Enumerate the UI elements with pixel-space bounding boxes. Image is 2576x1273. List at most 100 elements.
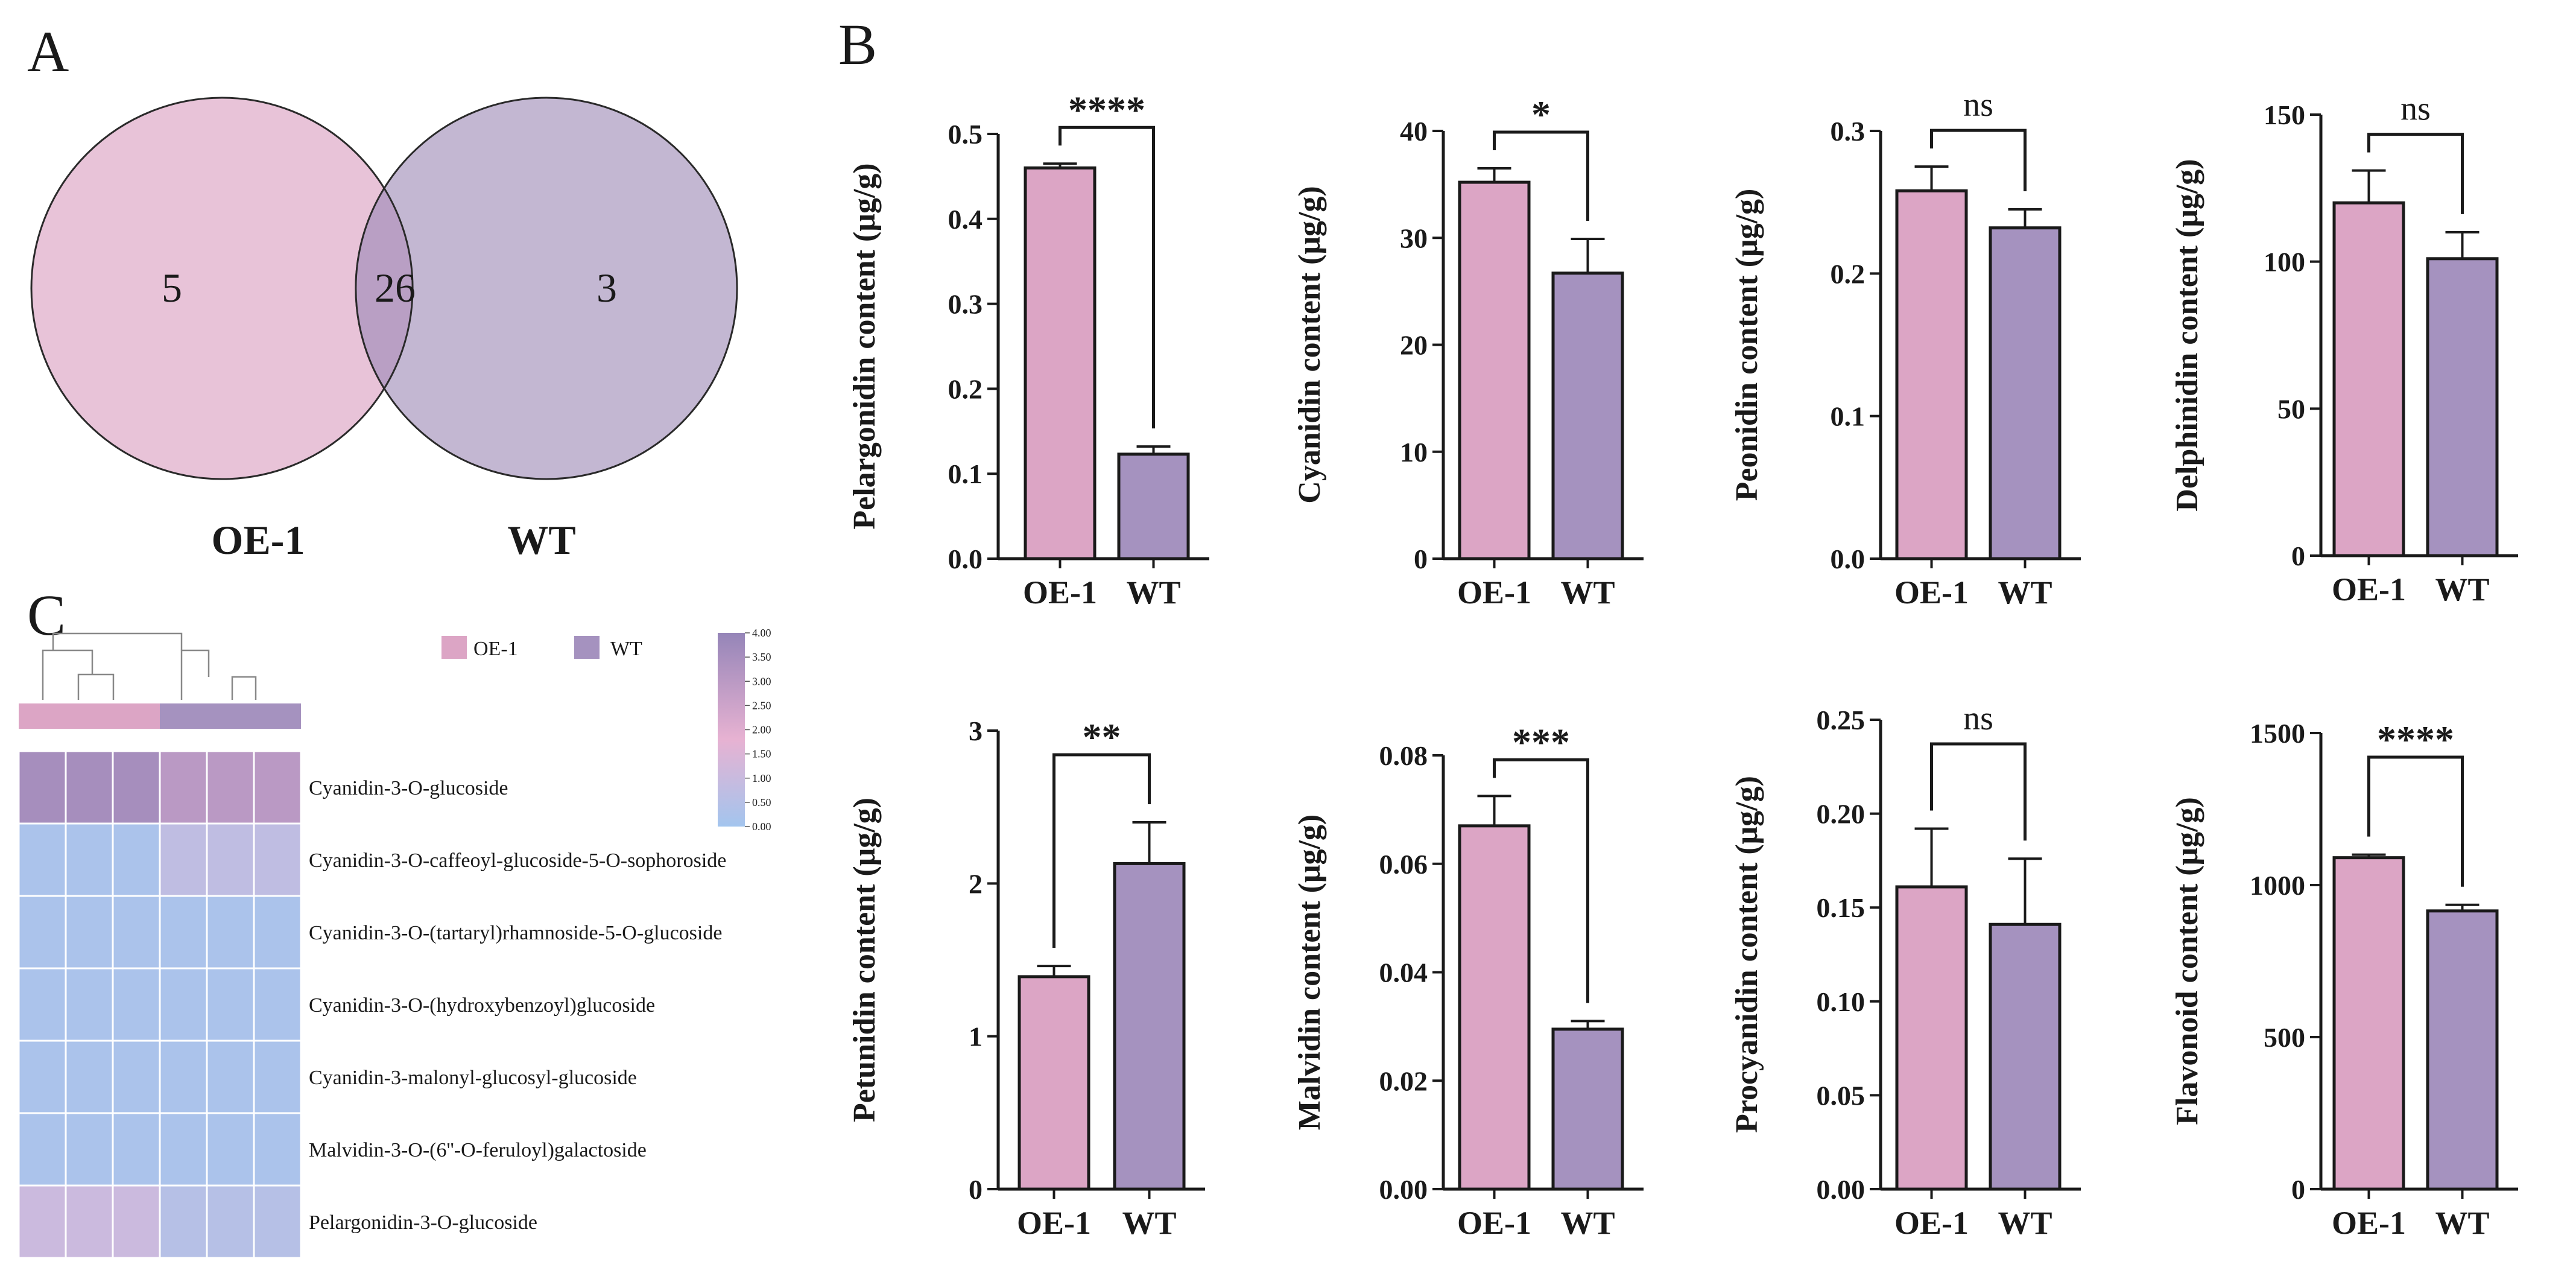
heatmap-cell bbox=[112, 967, 161, 1042]
x-category-label: WT bbox=[1126, 574, 1180, 611]
significance-label: ns bbox=[2400, 90, 2431, 128]
color-scale-bar bbox=[718, 633, 745, 827]
panel-label-a: A bbox=[27, 19, 69, 84]
y-tick-label: 0.2 bbox=[948, 373, 983, 404]
y-tick-label: 1 bbox=[969, 1021, 983, 1052]
bar-oe1 bbox=[1458, 824, 1531, 1191]
heatmap-row-label: Pelargonidin-3-O-glucoside bbox=[309, 1211, 537, 1234]
legend-label-oe1: OE-1 bbox=[473, 638, 518, 660]
y-axis-title: Pelargonidin content (μg/g) bbox=[847, 163, 882, 529]
x-category-label: WT bbox=[1122, 1205, 1176, 1241]
heatmap-cell bbox=[206, 895, 255, 970]
venn-left-label: OE-1 bbox=[212, 517, 305, 563]
legend-label-wt: WT bbox=[610, 638, 642, 660]
color-scale-tick-label: 3.50 bbox=[752, 651, 771, 663]
color-scale-ticks: 4.00 3.50 3.00 2.50 2.00 1.50 1.00 0.50 0.00 bbox=[745, 627, 771, 833]
x-category-label: WT bbox=[1560, 1205, 1615, 1241]
significance-label: ** bbox=[1083, 716, 1121, 758]
y-tick-label: 0.00 bbox=[1817, 1174, 1866, 1205]
heatmap-cell bbox=[159, 967, 208, 1042]
heatmap-cell bbox=[112, 750, 161, 825]
y-axis-title: Procyanidin content (μg/g) bbox=[1730, 776, 1764, 1133]
heatmap-row-label: Cyanidin-3-O-glucoside bbox=[309, 777, 508, 799]
heatmap-cell bbox=[112, 1184, 161, 1259]
heatmap-cell bbox=[206, 1184, 255, 1259]
significance-label: ns bbox=[1963, 700, 1993, 737]
significance-label: * bbox=[1531, 93, 1551, 136]
y-tick-label: 0.04 bbox=[1379, 957, 1428, 988]
y-tick-label: 0.5 bbox=[948, 119, 983, 150]
y-tick-label: 40 bbox=[1400, 116, 1428, 147]
y-tick-label: 50 bbox=[2277, 393, 2305, 424]
heatmap-cell bbox=[253, 967, 302, 1042]
y-tick-label: 0.08 bbox=[1379, 740, 1428, 771]
heatmap-panel: C Cyanidin-3-O-glucoside Cyanidin-3-O-caf… bbox=[17, 583, 771, 1259]
bar-chart-6: 0.00 0.02 0.04 0.06 0.08 Malvidin content (μg… bbox=[1293, 720, 1644, 1241]
heatmap-cell bbox=[112, 1112, 161, 1187]
x-category-label: WT bbox=[1560, 574, 1615, 611]
heatmap-cell bbox=[112, 895, 161, 970]
color-scale-tick-label: 1.50 bbox=[752, 748, 771, 760]
bar-wt bbox=[1989, 226, 2062, 560]
heatmap-cell bbox=[112, 1040, 161, 1114]
heatmap-cell bbox=[65, 895, 114, 970]
heatmap-row-label: Cyanidin-3-O-caffeoyl-glucoside-5-O-soph… bbox=[309, 849, 726, 872]
y-tick-label: 0 bbox=[1414, 544, 1428, 574]
dendrogram-root bbox=[52, 632, 183, 650]
significance-label: *** bbox=[1512, 720, 1570, 763]
bar-wt bbox=[2426, 909, 2499, 1191]
bar-chart-8: 0 500 1000 1500 Flavonoid content (μg/g) OE-1… bbox=[2170, 718, 2518, 1241]
y-tick-label: 0.02 bbox=[1379, 1065, 1428, 1096]
significance-bracket bbox=[1493, 758, 1589, 1003]
significance-bracket bbox=[2367, 133, 2464, 214]
y-tick-label: 1000 bbox=[2250, 870, 2305, 901]
bar-charts: 0.0 0.1 0.2 0.3 0.4 0.5 Pelargonidin content (… bbox=[847, 86, 2518, 1241]
y-tick-label: 100 bbox=[2264, 247, 2305, 278]
bar-oe1 bbox=[1458, 180, 1531, 560]
color-scale-tick-label: 1.00 bbox=[752, 772, 771, 784]
color-scale-tick-label: 2.00 bbox=[752, 724, 771, 736]
color-scale-tick-label: 3.00 bbox=[752, 675, 771, 687]
heatmap-cell bbox=[65, 967, 114, 1042]
heatmap-cell bbox=[17, 967, 67, 1042]
heatmap-cells bbox=[17, 750, 302, 1259]
bar-wt bbox=[1113, 862, 1186, 1191]
x-category-label: OE-1 bbox=[1457, 574, 1531, 611]
y-tick-label: 30 bbox=[1400, 223, 1428, 253]
y-tick-label: 0 bbox=[969, 1174, 983, 1205]
significance-bracket bbox=[1052, 753, 1151, 948]
heatmap-cell bbox=[17, 1184, 67, 1259]
heatmap-cell bbox=[206, 1040, 255, 1114]
heatmap-cell bbox=[206, 1112, 255, 1187]
x-category-label: OE-1 bbox=[1894, 1205, 1969, 1241]
y-tick-label: 1500 bbox=[2250, 718, 2305, 749]
heatmap-cell bbox=[206, 967, 255, 1042]
y-axis-title: Peonidin content (μg/g) bbox=[1730, 189, 1764, 501]
y-tick-label: 0.4 bbox=[948, 204, 983, 235]
y-tick-label: 150 bbox=[2264, 100, 2305, 130]
heatmap-cell bbox=[253, 1112, 302, 1187]
venn-overlap-count: 26 bbox=[375, 265, 416, 311]
dendrogram-oe-branch bbox=[42, 649, 93, 700]
y-tick-label: 0.0 bbox=[948, 544, 983, 574]
significance-bracket bbox=[1493, 130, 1589, 221]
x-category-label: OE-1 bbox=[1457, 1205, 1531, 1241]
y-tick-label: 10 bbox=[1400, 437, 1428, 468]
dendrogram bbox=[42, 632, 257, 700]
heatmap-cell bbox=[253, 1184, 302, 1259]
heatmap-cell bbox=[17, 1040, 67, 1114]
x-category-label: OE-1 bbox=[2332, 1205, 2406, 1241]
y-tick-label: 3 bbox=[969, 716, 983, 746]
bar-chart-5: 0 1 2 3 Petunidin content (μg/g) OE-1 WT ** bbox=[847, 716, 1205, 1241]
heatmap-cell bbox=[159, 750, 208, 825]
heatmap-cell bbox=[17, 822, 67, 897]
group-bar-wt bbox=[160, 703, 301, 729]
heatmap-cell bbox=[159, 1112, 208, 1187]
heatmap-cell bbox=[253, 750, 302, 825]
venn-panel: A 5 26 3 OE-1 WT bbox=[27, 19, 738, 563]
venn-overlap bbox=[355, 186, 414, 390]
bar-oe1 bbox=[1024, 166, 1097, 560]
bar-chart-7: 0.00 0.05 0.10 0.15 0.20 0.25 Procyanidin cont… bbox=[1730, 700, 2081, 1241]
y-tick-label: 0.2 bbox=[1831, 258, 1866, 289]
